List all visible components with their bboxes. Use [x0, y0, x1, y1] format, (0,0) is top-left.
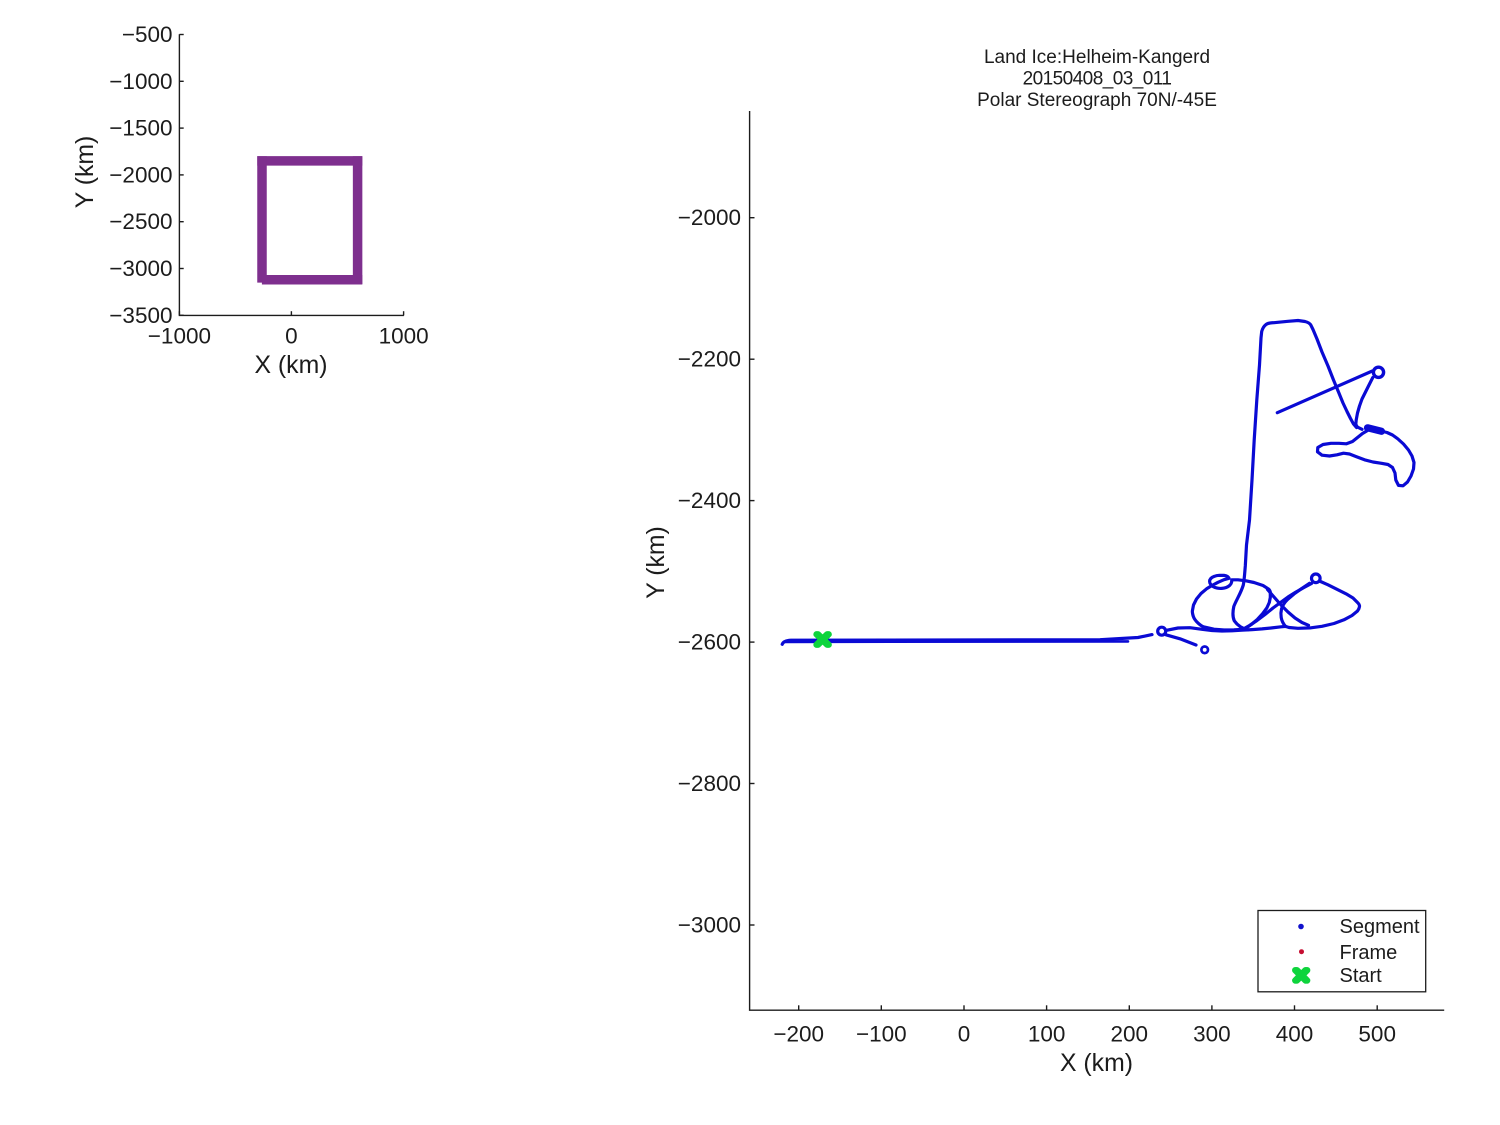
svg-text:500: 500	[1358, 1022, 1396, 1047]
svg-text:−1500: −1500	[109, 116, 172, 141]
svg-text:−1000: −1000	[109, 69, 172, 94]
svg-text:−2000: −2000	[678, 205, 741, 230]
svg-text:300: 300	[1193, 1022, 1231, 1047]
svg-text:−100: −100	[856, 1022, 907, 1047]
svg-text:Y (km): Y (km)	[643, 526, 670, 599]
svg-text:−2000: −2000	[109, 162, 172, 187]
svg-text:X (km): X (km)	[255, 352, 328, 379]
svg-text:Segment: Segment	[1340, 916, 1420, 938]
svg-text:1000: 1000	[379, 324, 429, 349]
svg-text:−2600: −2600	[678, 630, 741, 655]
svg-text:X (km): X (km)	[1060, 1050, 1133, 1077]
svg-text:0: 0	[958, 1022, 971, 1047]
svg-text:−500: −500	[122, 22, 173, 47]
svg-text:−3500: −3500	[109, 303, 172, 328]
svg-text:−3000: −3000	[678, 913, 741, 938]
svg-text:400: 400	[1276, 1022, 1314, 1047]
svg-text:100: 100	[1028, 1022, 1066, 1047]
svg-text:Start: Start	[1340, 965, 1383, 987]
svg-text:−1000: −1000	[148, 324, 211, 349]
svg-text:−2500: −2500	[109, 209, 172, 234]
svg-text:Land Ice:Helheim-Kangerd: Land Ice:Helheim-Kangerd	[984, 47, 1210, 68]
svg-text:Frame: Frame	[1340, 942, 1398, 964]
svg-text:20150408_03_011: 20150408_03_011	[1023, 68, 1172, 89]
svg-text:−2200: −2200	[678, 347, 741, 372]
svg-text:−3000: −3000	[109, 256, 172, 281]
svg-text:200: 200	[1111, 1022, 1149, 1047]
svg-text:Polar Stereograph 70N/-45E: Polar Stereograph 70N/-45E	[977, 90, 1217, 111]
svg-text:Y (km): Y (km)	[72, 136, 99, 209]
svg-text:−2400: −2400	[678, 488, 741, 513]
svg-text:−2800: −2800	[678, 771, 741, 796]
svg-text:0: 0	[285, 324, 298, 349]
svg-text:−200: −200	[773, 1022, 824, 1047]
